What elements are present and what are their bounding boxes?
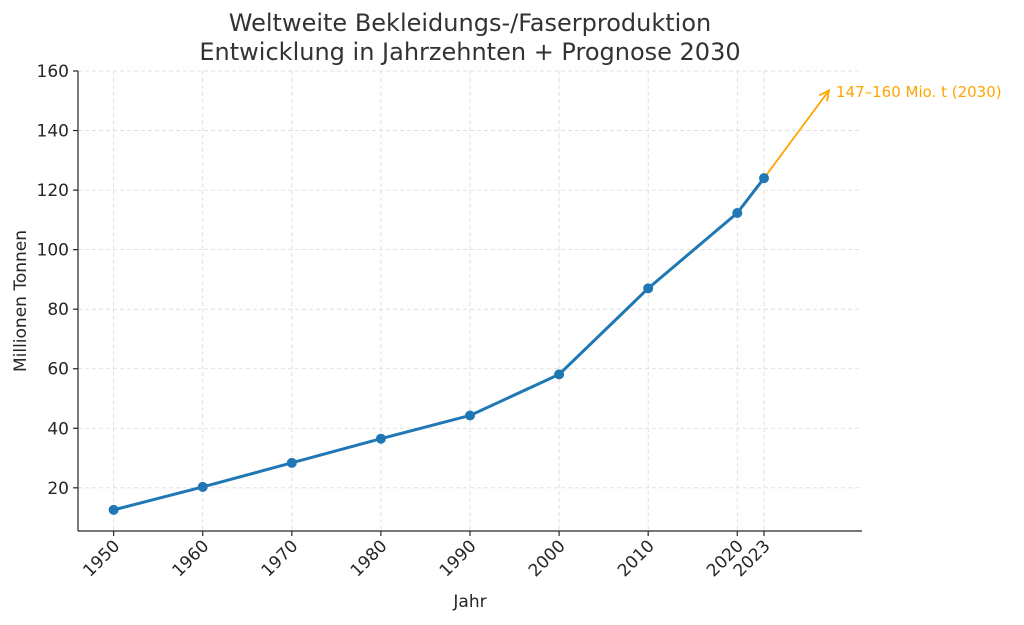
y-tick-label: 80 — [47, 300, 69, 320]
forecast-arrowhead — [818, 88, 831, 102]
y-tick-label: 120 — [37, 181, 69, 201]
data-point — [108, 504, 119, 515]
forecast-annotation: 147–160 Mio. t (2030) — [836, 83, 1002, 101]
y-tick-label: 160 — [37, 62, 69, 82]
y-tick-label: 20 — [47, 479, 69, 499]
data-point — [465, 410, 475, 421]
x-tick-label: 1980 — [347, 536, 392, 581]
y-tick-label: 100 — [37, 241, 69, 261]
x-tick-label: 2010 — [614, 536, 659, 581]
y-tick-label: 140 — [37, 122, 69, 142]
axis-ticks: 20 40 60 80 100 120 140 160 1950 1960 1970 1980 1990… — [37, 62, 775, 581]
y-axis-label: Millionen Tonnen — [11, 230, 31, 372]
chart-title-line2: Entwicklung in Jahrzehnten + Prognose 20… — [199, 38, 740, 66]
x-tick-label: 1990 — [436, 536, 481, 581]
data-point — [732, 208, 743, 219]
x-tick-label: 1950 — [79, 536, 124, 581]
data-point — [643, 283, 654, 294]
series-layer — [108, 88, 831, 515]
gridlines — [78, 70, 862, 531]
y-tick-label: 60 — [47, 360, 69, 380]
chart-title-line1: Weltweite Bekleidungs-/Faserproduktion — [229, 9, 711, 37]
data-point — [554, 369, 565, 380]
forecast-arrow — [763, 89, 830, 179]
y-tick-label: 40 — [47, 419, 69, 439]
data-point — [759, 173, 769, 184]
series-line — [113, 177, 766, 512]
x-axis-label: Jahr — [452, 592, 486, 612]
data-point — [375, 433, 386, 444]
data-point — [286, 457, 297, 468]
x-tick-label: 1960 — [169, 536, 214, 581]
x-tick-label: 2000 — [525, 536, 570, 581]
data-point — [197, 481, 208, 492]
x-tick-label: 1970 — [258, 536, 303, 581]
